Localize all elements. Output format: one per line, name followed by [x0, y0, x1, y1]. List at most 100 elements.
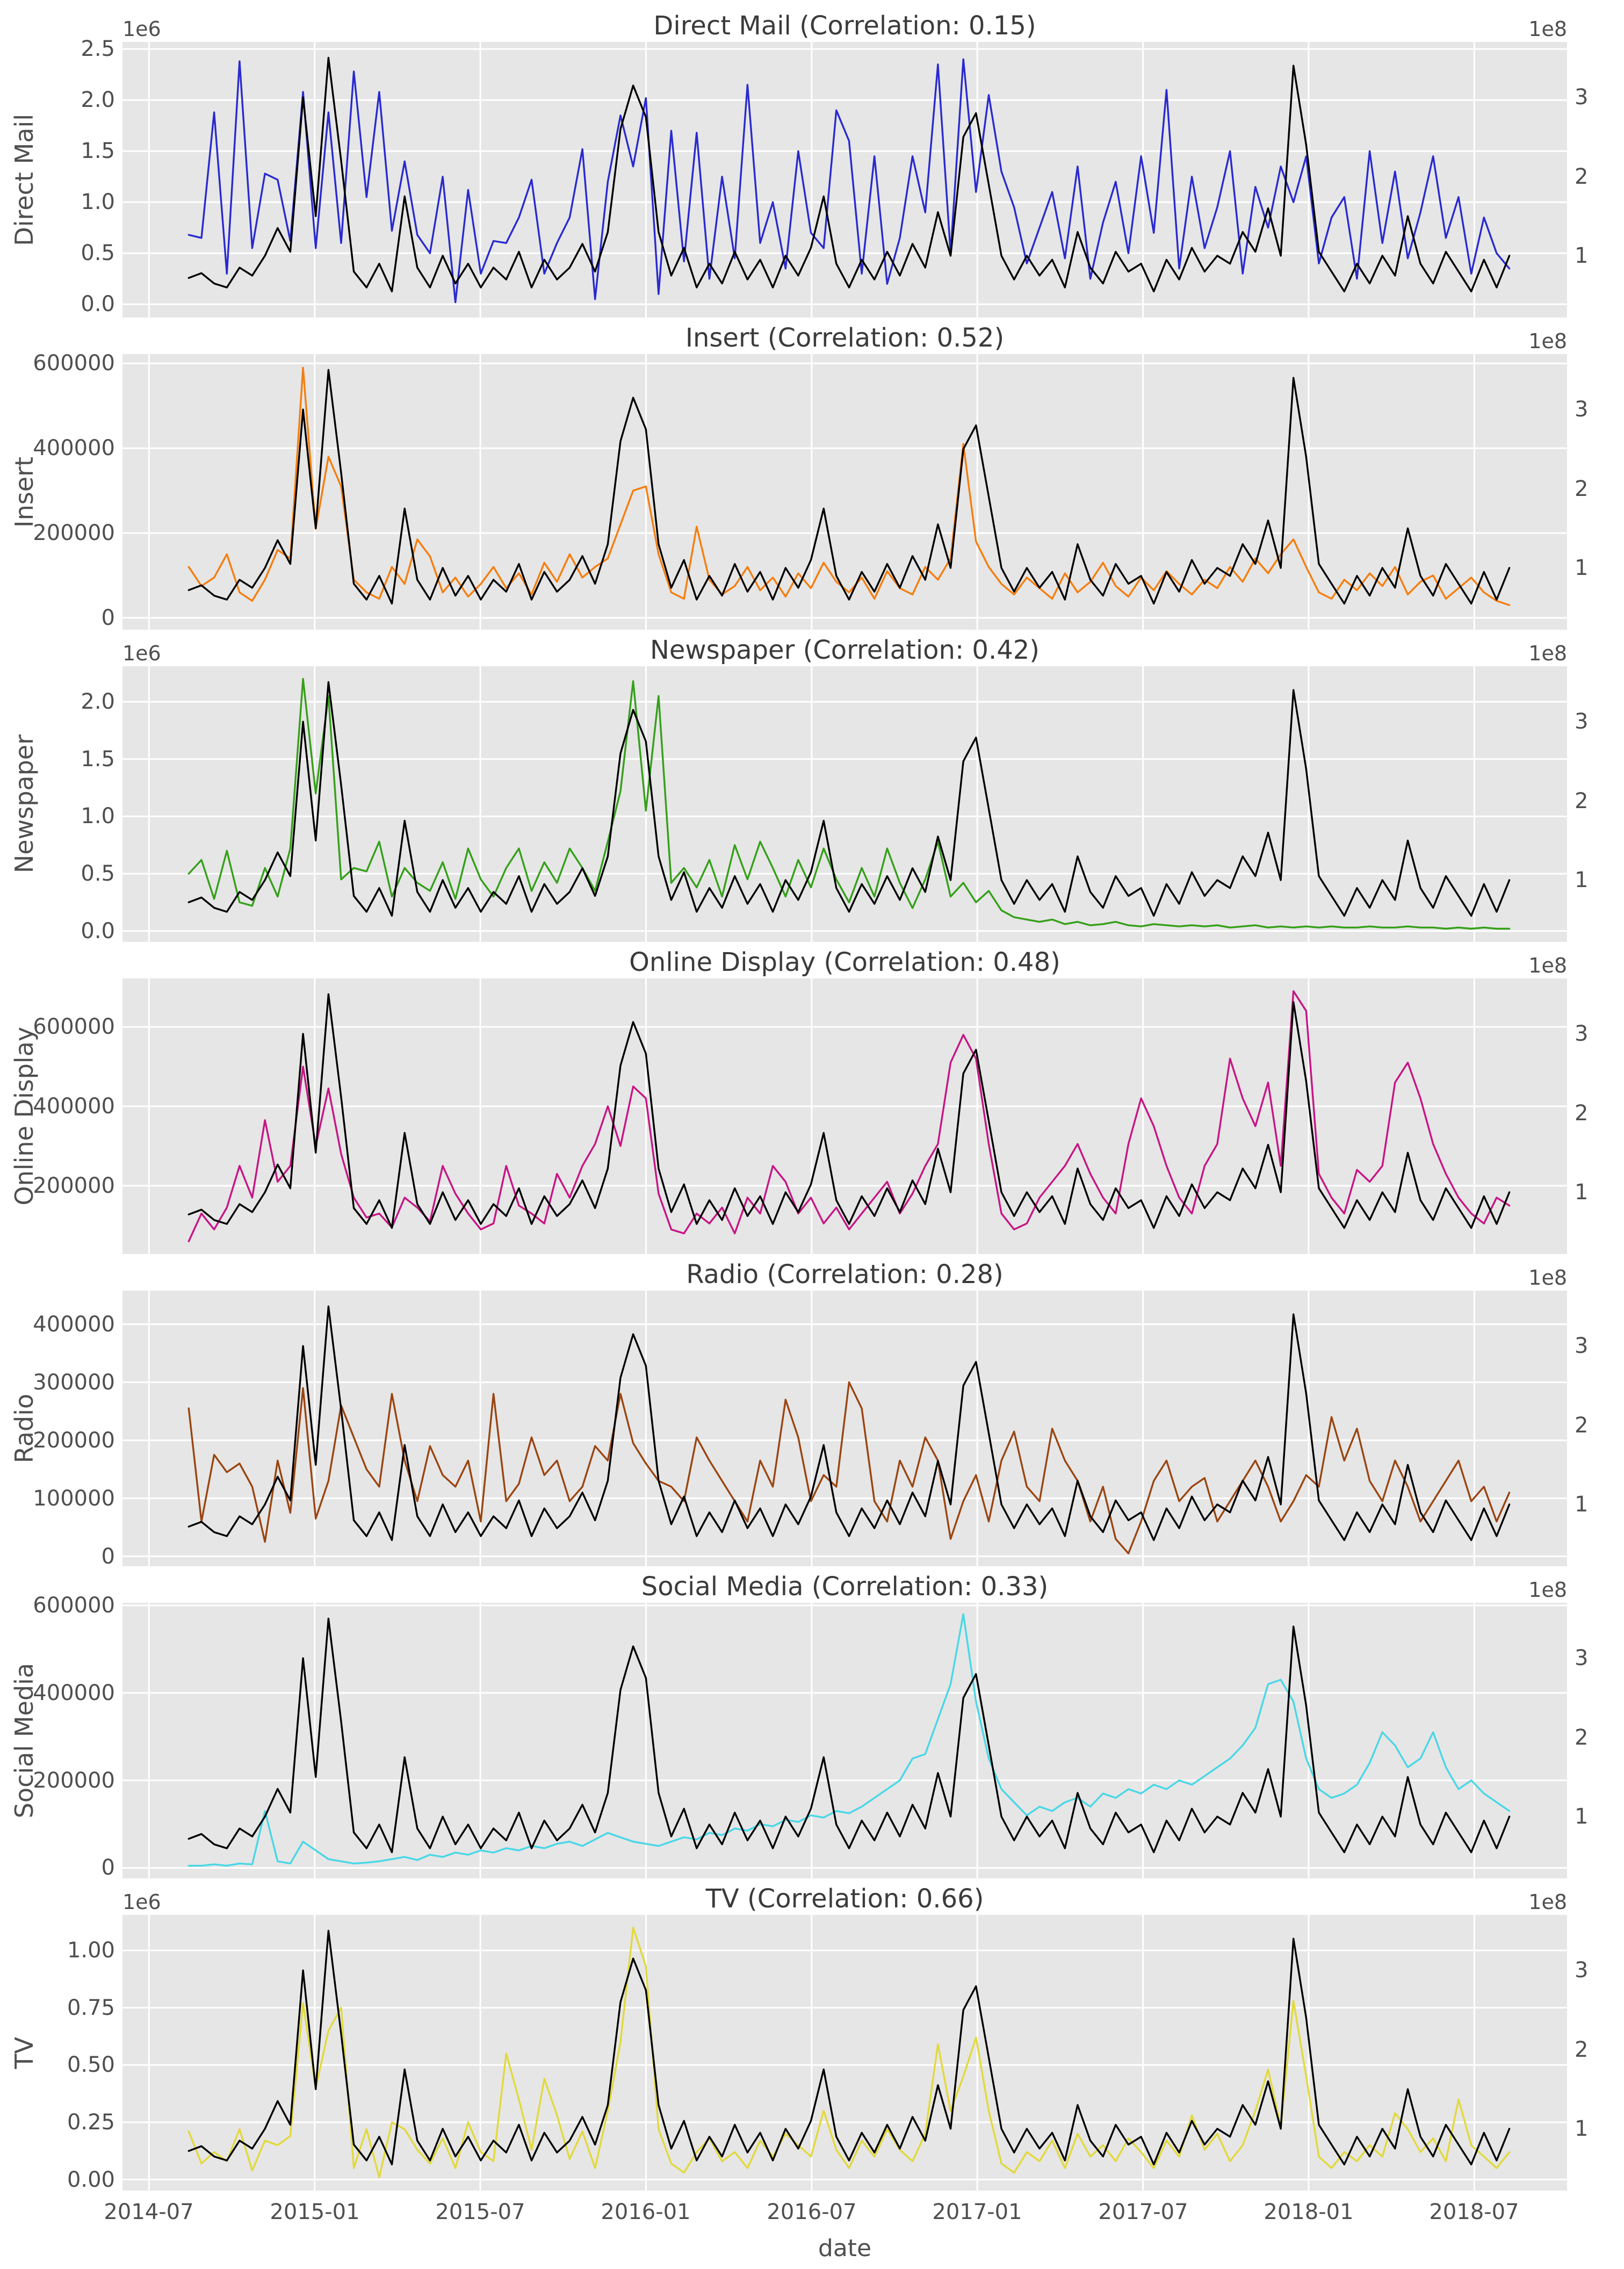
x-tick-label: 2018-07 — [1429, 2200, 1519, 2224]
x-tick-label: 2017-01 — [932, 2200, 1022, 2224]
sales-tick-label: 2 — [1575, 1413, 1589, 1438]
y-tick-label: 0.0 — [81, 919, 115, 943]
plot-area-social-media — [122, 1603, 1567, 1878]
y-tick-label: 0 — [101, 606, 115, 630]
plot-area-direct-mail — [122, 42, 1567, 318]
y-tick-label: 300000 — [33, 1370, 115, 1395]
radio-line — [187, 1381, 1511, 1554]
sales-tick-label: 3 — [1575, 1021, 1589, 1046]
plot-area-insert — [122, 354, 1567, 630]
online-display-line — [187, 990, 1511, 1242]
y-tick-label: 0.5 — [81, 241, 115, 265]
sales-tick-label: 1 — [1575, 868, 1589, 892]
plot-svg-radio — [122, 1291, 1567, 1566]
subplot-title-newspaper: Newspaper (Correlation: 0.42) — [649, 635, 1040, 665]
plot-svg-online-display — [122, 978, 1567, 1254]
plot-svg-insert — [122, 354, 1567, 630]
subplot-title-insert: Insert (Correlation: 0.52) — [685, 323, 1005, 353]
y-tick-label: 1.5 — [81, 139, 115, 163]
panel-background — [122, 1291, 1567, 1566]
sales-line — [187, 1617, 1511, 1854]
sales-tick-label: 3 — [1575, 709, 1589, 734]
sales-tick-label: 1 — [1575, 1492, 1589, 1517]
y-tick-label: 200000 — [33, 1428, 115, 1453]
x-axis-label: date — [818, 2235, 872, 2262]
x-tick-label: 2016-01 — [601, 2200, 691, 2224]
right-offset-label: 1e8 — [1528, 642, 1567, 665]
sales-tick-label: 1 — [1575, 1804, 1589, 1829]
subplot-title-online-display: Online Display (Correlation: 0.48) — [629, 947, 1060, 977]
y-tick-label: 100000 — [33, 1486, 115, 1511]
plot-svg-direct-mail — [122, 42, 1567, 318]
plot-area-tv — [122, 1915, 1567, 2191]
insert-line — [187, 366, 1511, 606]
y-tick-label: 600000 — [33, 1593, 115, 1618]
panel-background — [122, 1603, 1567, 1878]
sales-line — [187, 369, 1511, 605]
right-offset-label: 1e8 — [1528, 1890, 1567, 1914]
newspaper-line — [187, 678, 1511, 930]
subplot-title-direct-mail: Direct Mail (Correlation: 0.15) — [653, 11, 1036, 41]
y-tick-label: 600000 — [33, 1014, 115, 1039]
ylabel-text: Insert — [10, 456, 39, 528]
y-tick-label: 400000 — [33, 436, 115, 460]
ylabel-direct-mail: Direct Mail — [10, 42, 39, 318]
plot-svg-tv — [122, 1915, 1567, 2191]
panel-background — [122, 42, 1567, 318]
y-tick-label: 0.50 — [67, 2052, 115, 2077]
ylabel-text: Direct Mail — [10, 113, 39, 246]
y-tick-label: 200000 — [33, 1173, 115, 1198]
panel-background — [122, 1915, 1567, 2191]
tv-line — [187, 1926, 1511, 2178]
y-tick-label: 400000 — [33, 1681, 115, 1705]
panel-background — [122, 354, 1567, 630]
y-tick-label: 2.0 — [81, 88, 115, 112]
sales-tick-label: 1 — [1575, 1180, 1589, 1205]
left-offset-label: 1e6 — [122, 1890, 161, 1914]
right-offset-label: 1e8 — [1528, 954, 1567, 977]
x-tick-label: 2017-07 — [1098, 2200, 1188, 2224]
y-tick-label: 400000 — [33, 1094, 115, 1119]
sales-tick-label: 2 — [1575, 1101, 1589, 1126]
sales-line — [187, 1305, 1511, 1542]
y-tick-label: 2.5 — [81, 37, 115, 61]
y-tick-label: 0.00 — [67, 2167, 115, 2192]
y-tick-label: 1.5 — [81, 747, 115, 772]
sales-tick-label: 3 — [1575, 1334, 1589, 1358]
plot-svg-newspaper — [122, 666, 1567, 942]
y-tick-label: 0.25 — [67, 2110, 115, 2135]
x-tick-label: 2015-01 — [270, 2200, 360, 2224]
direct-mail-line — [187, 58, 1511, 304]
x-tick-label: 2015-07 — [435, 2200, 525, 2224]
y-tick-label: 0.0 — [81, 292, 115, 316]
plot-area-online-display — [122, 978, 1567, 1254]
sales-tick-label: 3 — [1575, 1958, 1589, 1983]
sales-tick-label: 3 — [1575, 397, 1589, 422]
x-tick-label: 2014-07 — [104, 2200, 194, 2224]
y-tick-label: 2.0 — [81, 689, 115, 714]
sales-line — [187, 681, 1511, 917]
ylabel-social-media: Social Media — [10, 1603, 39, 1878]
sales-tick-label: 2 — [1575, 2037, 1589, 2062]
right-offset-label: 1e8 — [1528, 17, 1567, 41]
y-tick-label: 0 — [101, 1855, 115, 1880]
x-tick-label: 2018-01 — [1264, 2200, 1354, 2224]
subplot-title-radio: Radio (Correlation: 0.28) — [686, 1259, 1004, 1290]
sales-line — [187, 993, 1511, 1229]
sales-line — [187, 1929, 1511, 2166]
x-tick-label: 2016-07 — [767, 2200, 857, 2224]
ylabel-insert: Insert — [10, 354, 39, 630]
sales-tick-label: 3 — [1575, 85, 1589, 110]
sales-line — [187, 56, 1511, 293]
left-offset-label: 1e6 — [122, 642, 161, 665]
left-offset-label: 1e6 — [122, 17, 161, 41]
subplot-title-social-media: Social Media (Correlation: 0.33) — [641, 1572, 1049, 1602]
right-offset-label: 1e8 — [1528, 1266, 1567, 1290]
y-tick-label: 0.75 — [67, 1996, 115, 2020]
sales-tick-label: 2 — [1575, 477, 1589, 501]
y-tick-label: 0.5 — [81, 861, 115, 886]
sales-tick-label: 2 — [1575, 789, 1589, 813]
right-offset-label: 1e8 — [1528, 1578, 1567, 1602]
y-tick-label: 200000 — [33, 1768, 115, 1793]
sales-tick-label: 3 — [1575, 1646, 1589, 1670]
